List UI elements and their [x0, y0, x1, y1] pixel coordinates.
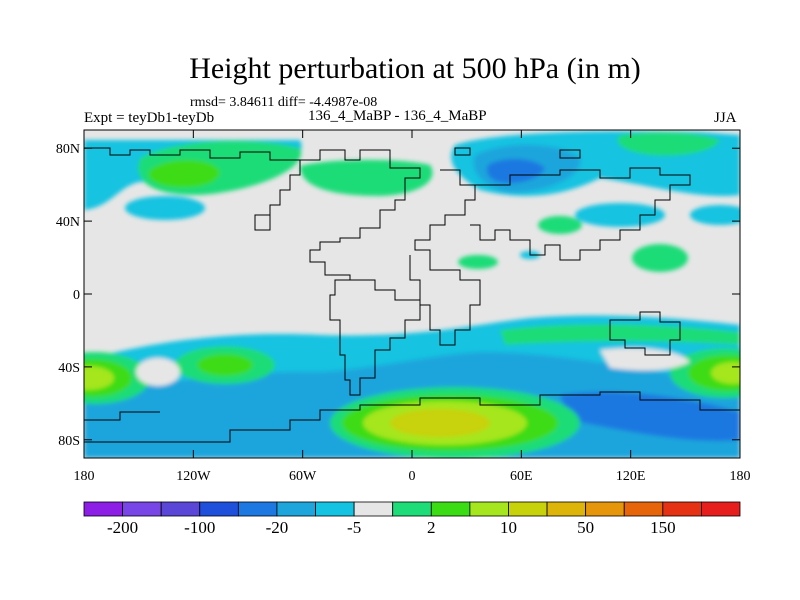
positive-pacific-core [84, 366, 114, 390]
southern-band-mid-extent [84, 340, 320, 458]
lon-tick-label: 180 [730, 469, 751, 484]
lon-tick-label: 120W [176, 469, 211, 484]
colorbar-label: -200 [107, 518, 138, 537]
nh-pacific-blob [125, 196, 205, 220]
lon-tick-label: 180 [74, 469, 95, 484]
colorbar-label: -5 [347, 518, 361, 537]
colorbar-label: 10 [500, 518, 517, 537]
season-label: JJA [714, 110, 737, 126]
colorbar-swatch [160, 501, 201, 517]
colorbar-swatch [392, 501, 432, 517]
positive-indian-core [711, 362, 740, 384]
colorbar-swatch [353, 501, 394, 517]
lat-tick-label: 40N [56, 215, 80, 230]
plot-subtitle: 136_4_MaBP - 136_4_MaBP [308, 108, 487, 124]
nh-siberia-green [617, 132, 720, 156]
experiment-label: Expt = teyDb1-teyDb [84, 110, 215, 126]
plot-title: Height perturbation at 500 hPa (in m) [189, 52, 641, 85]
nh-atlantic-green [300, 159, 433, 196]
colorbar-swatch [276, 501, 316, 517]
positive-se-pacific-core [197, 354, 253, 376]
lon-tick-label: 60W [289, 469, 317, 484]
colorbar-swatch [662, 501, 702, 517]
lat-tick-label: 80N [56, 142, 80, 157]
lon-tick-label: 120E [616, 469, 646, 484]
nh-pacific-green-blob [632, 244, 688, 272]
lon-tick-label: 60E [510, 469, 533, 484]
southern-band-dark-right [560, 391, 740, 441]
colorbar-label: -20 [266, 518, 289, 537]
colorbar-label: 2 [427, 518, 436, 537]
positive-africa-core [390, 409, 490, 437]
nh-canada-blob [690, 205, 740, 225]
gray-gap-indian [600, 348, 690, 371]
colorbar-label: 150 [650, 518, 676, 537]
colorbar: -200 -100 -20 -5 2 10 50 150 [83, 501, 741, 537]
colorbar-swatch [701, 501, 741, 517]
colorbar-swatch [237, 501, 278, 517]
colorbar-label: 50 [577, 518, 594, 537]
colorbar-swatch [585, 501, 625, 517]
colorbar-swatch [546, 501, 587, 517]
coastlines [84, 147, 740, 443]
lat-tick-label: 80S [58, 434, 80, 449]
nh-africa-blob [458, 255, 498, 269]
nh-atlantic-blob [538, 216, 582, 234]
nh-asia-blob [575, 203, 665, 227]
colorbar-swatch [199, 501, 239, 517]
gray-gap-pacific [136, 358, 180, 386]
colorbar-label: -100 [184, 518, 215, 537]
nh-eurasia-dark [486, 158, 545, 184]
stats-line: rmsd= 3.84611 diff= -4.4987e-08 [190, 95, 378, 110]
colorbar-swatch [508, 501, 548, 517]
colorbar-swatch [315, 501, 355, 517]
colorbar-swatch [122, 501, 162, 517]
lon-tick-label: 0 [409, 469, 416, 484]
lat-tick-label: 40S [58, 361, 80, 376]
axes: 80N 40N 0 40S 80S 180 120W 60W 0 60E 120E 180 [56, 130, 751, 484]
colorbar-swatch [623, 501, 664, 517]
colorbar-swatch [469, 501, 509, 517]
colorbar-swatch [430, 501, 471, 517]
lat-tick-label: 0 [73, 288, 80, 303]
nh-pacific-bright [148, 160, 220, 188]
contour-fields [84, 130, 740, 458]
colorbar-swatch [83, 501, 123, 517]
